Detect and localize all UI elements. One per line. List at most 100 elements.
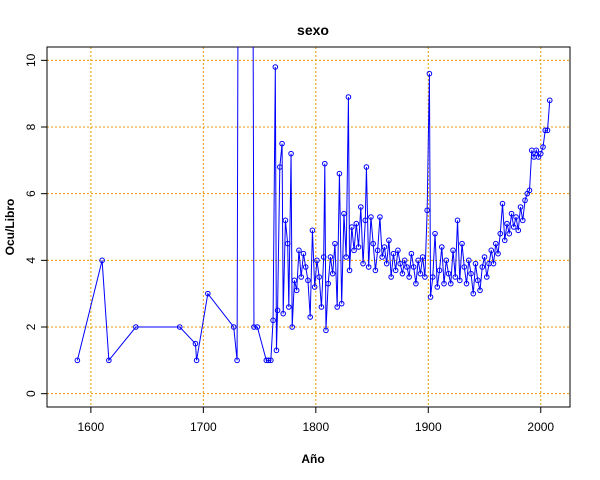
data-point <box>322 160 328 167</box>
x-axis-label: Año <box>301 452 324 466</box>
data-point <box>436 267 443 274</box>
data-point <box>510 224 517 230</box>
data-point <box>193 357 200 364</box>
data-point <box>358 204 364 210</box>
data-point <box>426 70 433 77</box>
data-point <box>286 304 292 310</box>
data-point <box>234 357 240 364</box>
data-point <box>265 357 272 364</box>
data-point <box>492 240 499 247</box>
data-point <box>277 164 283 170</box>
data-point <box>519 217 526 224</box>
data-point <box>397 260 403 267</box>
data-point <box>288 150 294 157</box>
data-point <box>289 324 295 330</box>
data-point <box>410 264 417 270</box>
y-tick-label: 4 <box>24 257 38 264</box>
data-point <box>544 127 551 134</box>
data-point <box>251 324 257 330</box>
data-point <box>452 274 459 280</box>
data-point <box>383 260 390 267</box>
data-point <box>497 230 504 237</box>
data-point <box>270 317 276 324</box>
data-point <box>504 220 510 227</box>
data-point <box>415 257 421 264</box>
data-point <box>272 64 279 70</box>
data-point <box>447 280 454 287</box>
data-point <box>293 287 300 294</box>
data-point <box>336 170 343 177</box>
data-point <box>454 217 461 224</box>
data-point <box>309 227 316 234</box>
data-point <box>450 247 456 254</box>
data-point <box>282 217 289 224</box>
plot-area <box>74 47 553 364</box>
y-tick-label: 6 <box>24 190 38 197</box>
data-point <box>343 254 349 260</box>
data-point <box>470 290 477 297</box>
data-point <box>542 127 549 134</box>
data-point <box>346 267 353 274</box>
data-point <box>388 274 394 280</box>
x-tick-label: 1700 <box>190 420 217 434</box>
data-point <box>74 357 81 364</box>
data-point <box>522 197 528 204</box>
data-point <box>472 260 479 267</box>
y-tick-label: 8 <box>24 123 38 130</box>
data-point <box>338 300 345 307</box>
data-point <box>351 247 357 254</box>
data-point <box>540 144 546 150</box>
data-point <box>314 257 320 264</box>
plot-box <box>46 46 571 408</box>
data-point <box>441 280 447 287</box>
data-point <box>474 277 481 284</box>
data-point <box>280 310 286 317</box>
data-point <box>320 254 327 260</box>
data-point <box>291 277 298 284</box>
data-point <box>438 244 445 250</box>
data-point <box>365 264 372 270</box>
data-point <box>408 250 415 257</box>
y-tick-label: 2 <box>24 323 38 330</box>
data-point <box>268 357 274 364</box>
data-point <box>417 270 424 277</box>
data-point <box>274 307 281 314</box>
data-point <box>424 207 430 214</box>
data-point <box>374 247 381 254</box>
data-point <box>370 240 376 247</box>
data-point <box>311 284 318 290</box>
data-point <box>546 97 553 104</box>
data-point <box>318 304 325 310</box>
data-point <box>413 280 419 287</box>
data-point <box>390 250 397 257</box>
data-point <box>459 240 465 247</box>
data-point <box>279 140 285 147</box>
data-point <box>300 250 307 257</box>
data-point <box>316 274 322 280</box>
data-point <box>106 357 112 364</box>
data-point <box>445 270 452 277</box>
data-point <box>323 327 329 334</box>
data-point <box>508 210 515 217</box>
data-point <box>468 270 474 277</box>
x-tick-label: 1800 <box>302 420 329 434</box>
data-point <box>368 214 374 220</box>
data-point <box>298 274 304 280</box>
x-tick-label: 2000 <box>527 420 554 434</box>
data-point <box>334 304 340 310</box>
data-point <box>305 277 311 284</box>
data-point <box>372 267 379 274</box>
data-point <box>513 214 519 220</box>
data-point <box>517 204 524 210</box>
data-point <box>434 284 441 290</box>
data-point <box>345 94 352 100</box>
data-point <box>362 217 369 224</box>
data-point <box>495 250 501 257</box>
data-point <box>483 274 490 280</box>
data-point <box>381 244 388 250</box>
data-point <box>477 287 483 294</box>
data-point <box>386 237 392 244</box>
data-point <box>515 227 522 234</box>
data-line <box>76 47 551 362</box>
